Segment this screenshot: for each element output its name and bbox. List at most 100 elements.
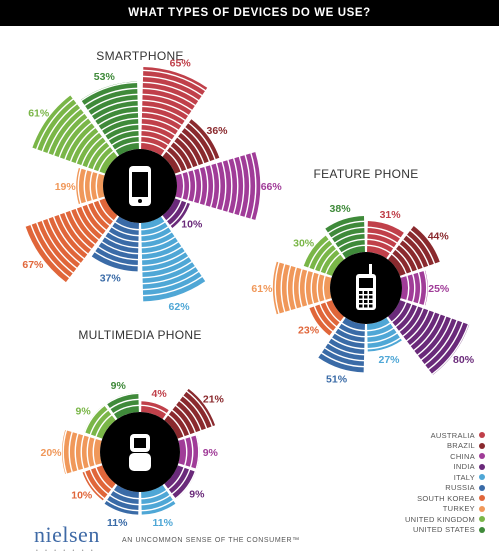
legend-item-australia: AUSTRALIA <box>345 430 485 441</box>
ring-separator <box>398 243 419 271</box>
ring-separator <box>313 243 334 271</box>
ring-separator <box>114 141 140 151</box>
ring-separator <box>316 273 321 303</box>
ring-separator <box>176 136 199 167</box>
feature-phone-bar-turkey <box>272 261 332 315</box>
multimedia-phone-label-brazil: 21% <box>203 394 225 406</box>
ring-separator <box>189 436 194 468</box>
keypad-key <box>364 295 368 299</box>
ring-separator <box>140 135 169 146</box>
ring-separator <box>140 221 166 231</box>
ring-separator <box>330 337 365 350</box>
ring-separator <box>114 221 140 231</box>
ring-separator <box>92 145 111 171</box>
ring-separator <box>320 351 365 368</box>
keypad-key <box>369 300 373 303</box>
ring-separator <box>409 229 436 265</box>
ring-separator <box>165 150 182 172</box>
ring-separator <box>104 235 139 249</box>
feature-phone-label-australia: 31% <box>380 209 402 221</box>
multimedia-phone-label-australia: 4% <box>152 388 168 400</box>
ring-separator <box>334 332 366 344</box>
ring-separator <box>167 414 185 438</box>
ring-separator <box>215 162 221 210</box>
ring-separator <box>86 140 107 169</box>
ring-separator <box>140 226 169 237</box>
ring-separator <box>98 150 115 172</box>
multimedia-phone-bar-brazil <box>164 388 216 439</box>
legend-item-india: INDIA <box>345 462 485 473</box>
ring-separator <box>238 155 245 217</box>
ring-separator <box>80 434 85 470</box>
feature-phone-bar-united-kingdom <box>303 235 345 276</box>
ring-separator <box>81 136 104 167</box>
ring-separator <box>394 303 413 328</box>
ring-separator <box>186 171 191 201</box>
ring-separator <box>366 238 395 249</box>
page-title: WHAT TYPES OF DEVICES DO WE USE? <box>128 7 371 19</box>
ring-separator <box>112 404 140 415</box>
legend-swatch <box>479 463 485 470</box>
ring-separator <box>141 111 183 127</box>
feature-phone-label-india: 80% <box>453 354 475 366</box>
ring-separator <box>111 226 140 237</box>
smartphone-bar-china <box>175 152 261 220</box>
ring-separator <box>95 466 113 490</box>
flip-screen <box>134 438 146 448</box>
ring-separator <box>173 140 194 169</box>
ring-separator <box>286 264 292 312</box>
legend-swatch <box>479 526 485 533</box>
ring-separator <box>95 173 99 199</box>
multimedia-phone-label-china: 9% <box>203 447 219 459</box>
feature-phone-chart: FEATURE PHONE 31% 44% 25% 80% 27% 51% 23% 61% 30%… <box>251 167 474 386</box>
ring-separator <box>280 263 286 313</box>
ring-separator <box>167 466 185 490</box>
ring-separator <box>398 305 419 333</box>
ring-separator <box>327 342 365 356</box>
nielsen-logo: nielsen <box>34 522 100 547</box>
ring-separator <box>68 431 74 473</box>
keypad-key <box>364 304 368 308</box>
ring-separator <box>391 253 408 275</box>
ring-separator <box>174 404 197 434</box>
feature-phone-bar-india <box>387 300 470 375</box>
ring-separator <box>182 395 208 430</box>
multimedia-phone-title: MULTIMEDIA PHONE <box>78 328 201 342</box>
ring-separator <box>341 322 366 332</box>
smartphone-bar-brazil <box>162 119 220 174</box>
ring-separator <box>75 207 100 241</box>
ring-separator <box>62 429 68 475</box>
ring-separator <box>406 275 410 301</box>
ring-separator <box>140 404 168 415</box>
ring-separator <box>227 159 233 213</box>
ring-separator <box>409 311 436 347</box>
ring-separator <box>183 438 188 466</box>
ring-separator <box>204 166 209 206</box>
ring-separator <box>92 438 97 466</box>
ring-separator <box>92 201 111 227</box>
ring-separator <box>141 245 183 261</box>
multimedia-phone-label-india: 9% <box>189 488 205 500</box>
legend-item-turkey: TURKEY <box>345 504 485 515</box>
ring-separator <box>140 141 166 151</box>
ring-separator <box>327 220 365 234</box>
ring-separator <box>141 499 175 512</box>
legend-item-china: CHINA <box>345 451 485 462</box>
smartphone-label-china: 66% <box>261 181 283 193</box>
feature-phone-icon <box>356 264 376 310</box>
feature-phone-label-brazil: 44% <box>428 231 450 243</box>
ring-separator <box>169 145 188 171</box>
ring-separator <box>111 135 140 146</box>
ring-separator <box>174 470 197 500</box>
legend-label: UNITED KINGDOM <box>404 514 475 524</box>
smartphone-label-south-korea: 67% <box>22 259 44 271</box>
ring-separator <box>83 470 106 500</box>
legend-item-united-states: UNITED STATES <box>345 525 485 536</box>
ring-separator <box>140 489 168 500</box>
title-bar: WHAT TYPES OF DEVICES DO WE USE? <box>0 0 499 26</box>
ring-separator <box>93 105 139 122</box>
multimedia-phone-bar-south-korea <box>82 465 116 501</box>
legend-label: BRAZIL <box>446 441 475 451</box>
